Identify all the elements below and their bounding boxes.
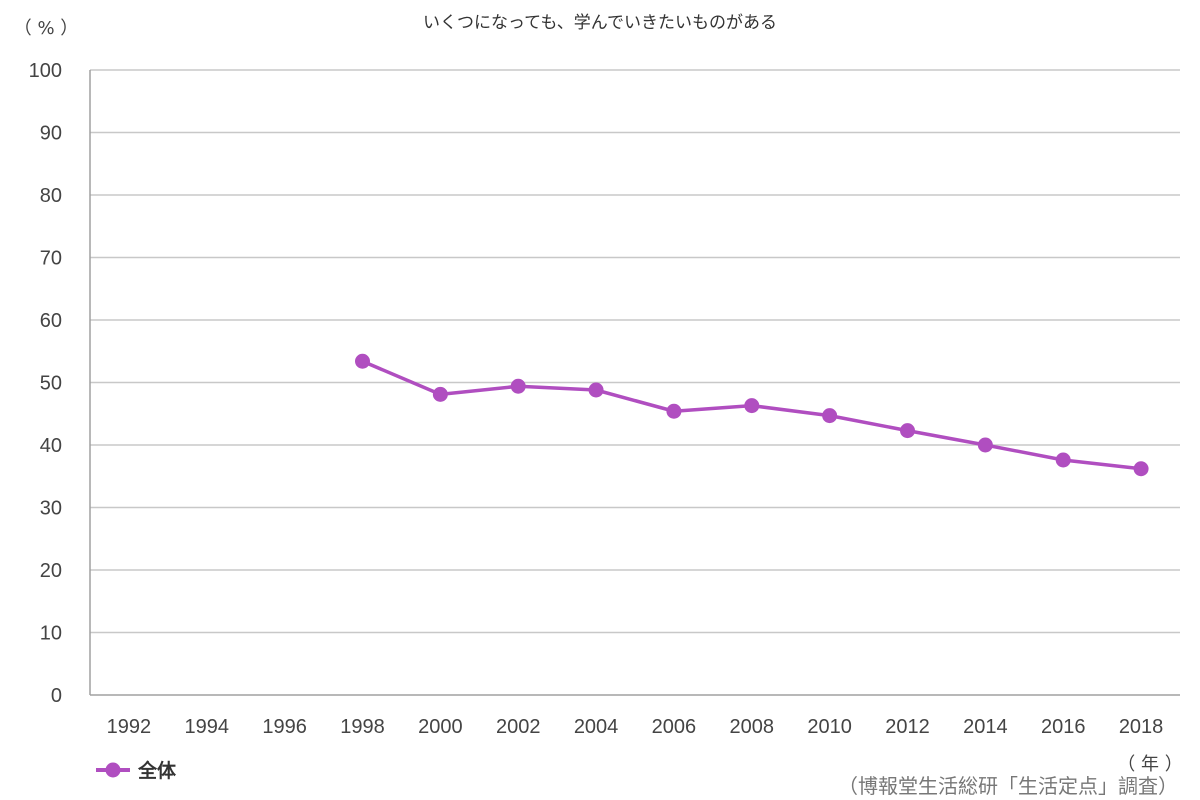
x-tick-label: 2012 (885, 716, 930, 738)
y-axis-unit: （ % ） (14, 18, 79, 39)
y-tick-label: 10 (40, 623, 62, 645)
y-tick-label: 0 (51, 685, 62, 707)
series-1 (355, 353, 1149, 477)
x-tick-label: 2004 (574, 716, 619, 738)
data-point (1133, 461, 1149, 477)
legend: 全体 (96, 759, 177, 782)
legend-label: 全体 (137, 759, 177, 782)
x-tick-label: 1998 (340, 716, 385, 738)
x-tick-label: 2014 (963, 716, 1008, 738)
source-note: （博報堂生活総研「生活定点」調査） (838, 774, 1178, 798)
series-line (361, 359, 1142, 471)
axes (89, 70, 1180, 696)
data-point (588, 382, 604, 398)
y-tick-label: 30 (40, 498, 62, 520)
y-tick-label: 80 (40, 185, 62, 207)
x-tick-label: 2006 (652, 716, 697, 738)
x-tick-label: 1992 (107, 716, 152, 738)
x-axis-unit: （ 年 ） (1117, 754, 1182, 775)
data-point (977, 437, 993, 453)
x-tick-label: 2018 (1119, 716, 1164, 738)
data-point (432, 386, 448, 402)
data-point (744, 398, 760, 414)
legend-marker (105, 762, 121, 778)
y-tick-label: 20 (40, 560, 62, 582)
y-tick-label: 60 (40, 310, 62, 332)
data-point (1055, 452, 1071, 468)
x-tick-label: 1996 (262, 716, 307, 738)
data-point (355, 353, 370, 369)
y-tick-label: 70 (40, 248, 62, 270)
x-tick-label: 2008 (730, 716, 775, 738)
x-tick-label: 2016 (1041, 716, 1086, 738)
x-tick-label: 2002 (496, 716, 541, 738)
y-tick-label: 100 (29, 60, 62, 82)
y-tick-label: 50 (40, 373, 62, 395)
gridlines (90, 69, 1180, 634)
x-tick-label: 1994 (185, 716, 230, 738)
data-point (666, 403, 682, 419)
chart-title: いくつになっても、学んでいきたいものがある (423, 13, 777, 33)
y-axis-tick-labels: 0 10 20 30 40 50 60 70 80 90 100 (29, 60, 62, 707)
x-axis-tick-labels: 1992 1994 1996 1998 2000 2002 2004 2006 2008 2010… (107, 716, 1164, 738)
y-tick-label: 40 (40, 435, 62, 457)
x-tick-label: 2000 (418, 716, 463, 738)
x-tick-label: 2010 (807, 716, 852, 738)
data-point (900, 423, 915, 439)
data-point (822, 408, 838, 424)
y-tick-label: 90 (40, 123, 62, 145)
data-point (510, 378, 526, 394)
series-layer (355, 353, 1149, 477)
